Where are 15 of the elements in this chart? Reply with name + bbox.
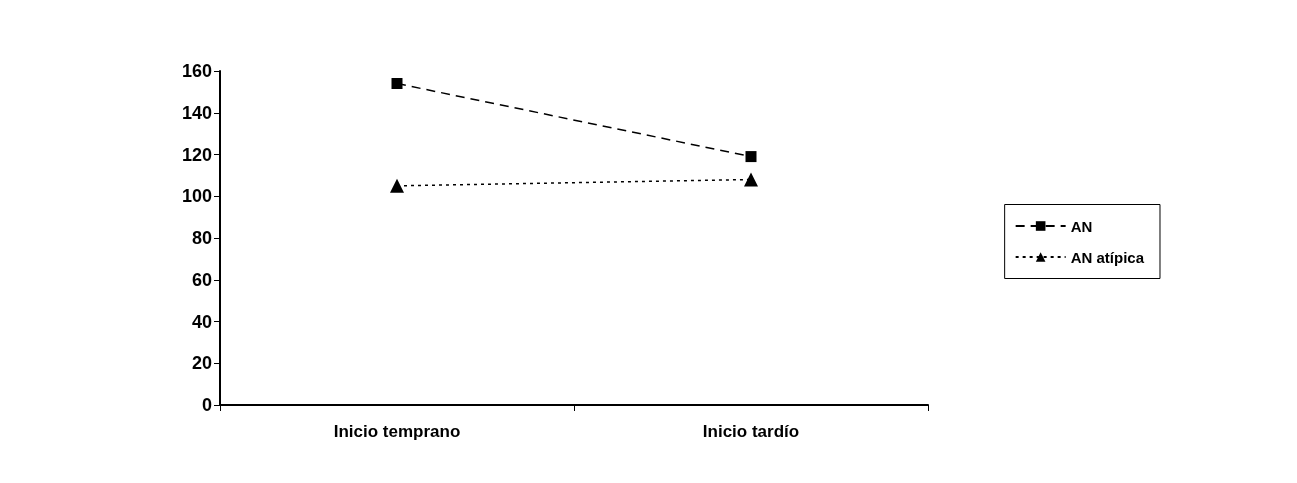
x-tick-label: Inicio tardío	[702, 422, 800, 441]
y-tick-label: 160	[181, 61, 212, 81]
legend-label: AN atípica	[1070, 248, 1145, 266]
y-tick-label: 120	[181, 144, 212, 165]
point	[745, 151, 757, 163]
y-tick-label: 60	[191, 269, 212, 290]
y-tick-label: 0	[201, 395, 212, 415]
x-tick-label: Inicio temprano	[333, 422, 461, 441]
point	[391, 78, 403, 90]
y-tick-label: 20	[191, 353, 212, 374]
y-tick-label: 140	[181, 102, 212, 123]
y-tick-label: 40	[191, 311, 212, 332]
legend-label: AN	[1070, 217, 1093, 235]
y-tick-label: 100	[181, 186, 212, 207]
y-tick-label: 80	[191, 228, 212, 248]
